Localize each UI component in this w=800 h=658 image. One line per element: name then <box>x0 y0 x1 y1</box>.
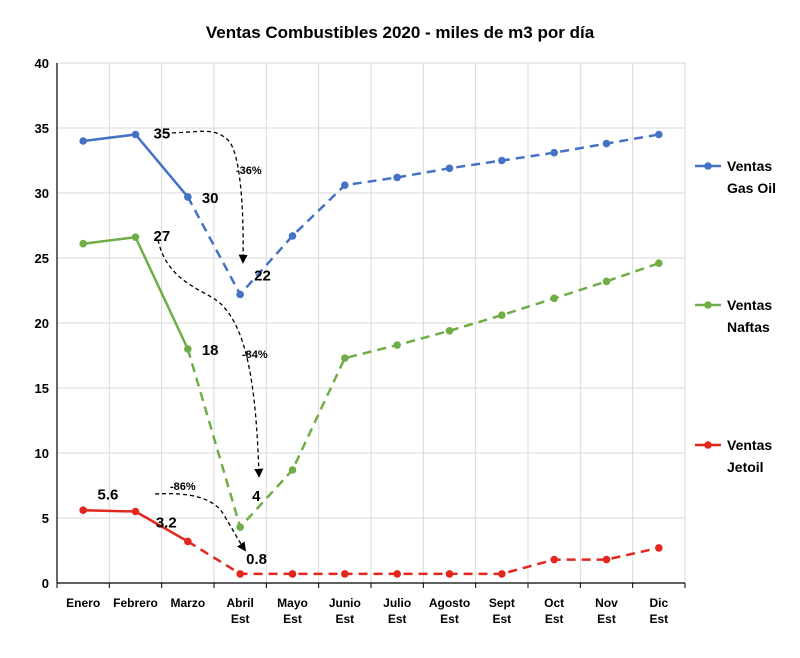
data-point <box>79 506 87 514</box>
x-tick-label: Junio Est <box>329 596 361 626</box>
data-point <box>550 148 558 157</box>
chart-title: Ventas Combustibles 2020 - miles de m3 p… <box>206 23 595 42</box>
data-point <box>288 232 297 240</box>
data-point <box>445 327 454 335</box>
annotation-label: -36% <box>236 165 262 177</box>
data-point <box>550 555 558 564</box>
data-point <box>184 345 192 353</box>
data-point <box>184 193 192 201</box>
data-point <box>498 156 506 165</box>
data-point <box>341 181 349 189</box>
data-point <box>550 294 558 303</box>
data-label: 27 <box>154 228 171 245</box>
x-tick-label: Mayo Est <box>277 596 308 626</box>
data-point <box>341 570 349 578</box>
data-point <box>288 570 297 578</box>
y-tick-label: 5 <box>42 511 49 526</box>
annotations: -36% -84% -86% <box>154 130 268 552</box>
y-tick-label: 20 <box>35 316 49 331</box>
data-point <box>602 277 611 286</box>
series-line-solid <box>83 133 189 198</box>
x-tick-label: Marzo <box>170 596 205 610</box>
data-point <box>498 570 506 578</box>
x-tick-label: Enero <box>66 596 100 610</box>
y-tick-label: 40 <box>35 56 49 71</box>
data-point <box>79 137 87 145</box>
x-tick-label: Oct Est <box>544 596 564 626</box>
annotation-label: -86% <box>170 481 196 493</box>
data-label: 0.8 <box>246 551 267 568</box>
data-label: 3.2 <box>156 514 177 531</box>
series-line-solid <box>83 235 189 350</box>
annotation-arrow <box>164 130 248 264</box>
x-tick-label: Dic Est <box>649 596 668 626</box>
annotation-label: -84% <box>242 349 268 361</box>
y-tick-label: 30 <box>35 186 49 201</box>
x-tick-label: Sept Est <box>489 596 515 626</box>
data-label: 5.6 <box>98 487 119 504</box>
data-point <box>288 466 297 474</box>
x-tick-label: Febrero <box>113 596 158 610</box>
annotation-arrow <box>157 239 264 478</box>
data-label: 18 <box>202 342 219 359</box>
data-point <box>655 259 663 268</box>
x-tick-label: Nov Est <box>595 596 618 626</box>
y-tick-label: 0 <box>42 576 49 591</box>
series-line-dashed <box>186 133 660 297</box>
y-tick-label: 25 <box>35 251 49 266</box>
data-label: 4 <box>252 488 261 505</box>
data-point <box>131 233 140 241</box>
data-label: 35 <box>154 126 171 143</box>
annotation-arrow <box>154 492 247 552</box>
legend: Ventas Gas Oil Ventas Naftas Ventas Jetoil <box>695 158 776 475</box>
data-point <box>341 354 349 362</box>
series-line-dashed <box>187 540 660 576</box>
data-point <box>655 544 663 552</box>
data-point <box>131 507 140 516</box>
data-point <box>498 311 506 320</box>
data-point <box>184 537 192 546</box>
y-tick-label: 15 <box>35 381 49 396</box>
data-point <box>655 130 663 139</box>
legend-swatch-marker <box>704 162 712 170</box>
data-point <box>236 570 244 578</box>
data-point <box>602 139 611 148</box>
data-point <box>445 164 454 173</box>
series <box>79 130 663 578</box>
legend-label: Ventas Gas Oil <box>727 158 776 196</box>
data-point <box>602 555 611 564</box>
data-point <box>393 173 401 182</box>
y-tick-label: 35 <box>35 121 49 136</box>
x-tick-label: Abril Est <box>226 596 253 626</box>
x-tick-label: Julio Est <box>383 596 411 626</box>
data-label: 22 <box>254 267 271 284</box>
data-point <box>79 239 87 248</box>
y-tick-label: 10 <box>35 446 49 461</box>
x-tick-label: Agosto Est <box>429 596 470 626</box>
data-point <box>393 341 401 349</box>
grid <box>57 62 686 583</box>
data-point <box>445 570 454 578</box>
series-line-dashed <box>186 262 660 530</box>
data-label: 30 <box>202 190 219 207</box>
data-labels: 35 30 22 27 18 4 5.6 3.2 0.8 <box>98 126 271 568</box>
data-point <box>236 290 244 299</box>
legend-label: Ventas Naftas <box>727 297 772 335</box>
legend-swatch-marker <box>704 301 712 309</box>
axes: 0 5 10 15 20 25 30 35 40 Enero Febrero Marzo Abril Es… <box>35 56 686 626</box>
data-point <box>131 130 140 139</box>
legend-swatch-marker <box>704 441 712 449</box>
data-point <box>236 523 244 531</box>
legend-label: Ventas Jetoil <box>727 437 772 475</box>
data-point <box>393 570 401 578</box>
